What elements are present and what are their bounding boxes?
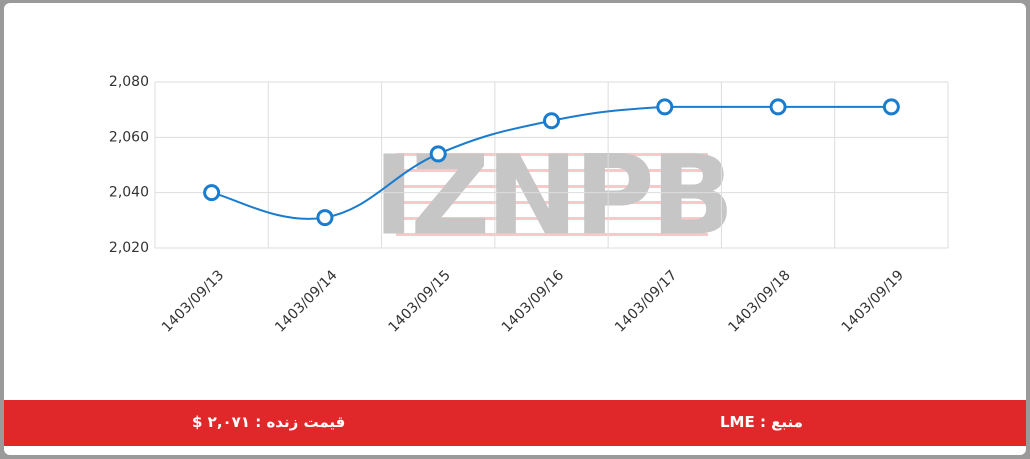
x-tick-label: 1403/09/16: [499, 267, 567, 335]
x-tick-label: 1403/09/14: [272, 267, 340, 335]
x-tick-label: 1403/09/18: [725, 267, 793, 335]
watermark: IZNPB: [373, 131, 734, 259]
watermark-stripe: [396, 169, 708, 172]
watermark-stripe: [396, 217, 708, 220]
watermark-stripe: [396, 233, 708, 236]
watermark-stripe: [396, 153, 708, 156]
point: [543, 112, 560, 130]
watermark-stripe: [396, 201, 708, 204]
footer-bar: قیمت زنده : ۲,۰۷۱ $ منبع : LME: [4, 400, 1026, 446]
x-tick-label: 1403/09/19: [839, 267, 907, 335]
point: [656, 98, 674, 116]
chart: IZNPB 2,020 2,040 2,060 2,080 1403/09/13 1403/…: [109, 74, 949, 336]
source: منبع : LME: [720, 413, 803, 431]
point: [429, 145, 447, 163]
point: [769, 98, 787, 116]
y-tick-label: 2,020: [109, 240, 149, 256]
y-tick-label: 2,080: [109, 74, 149, 90]
watermark-text: IZNPB: [373, 131, 730, 259]
point: [316, 209, 334, 227]
point: [203, 184, 221, 202]
y-tick-label: 2,040: [109, 185, 149, 201]
x-tick-label: 1403/09/13: [159, 267, 227, 335]
y-tick-label: 2,060: [109, 129, 149, 145]
x-tick-label: 1403/09/15: [385, 267, 453, 335]
x-tick-label: 1403/09/17: [612, 267, 680, 335]
point: [882, 98, 900, 116]
card: IZNPB 2,020 2,040 2,060 2,080 1403/09/13 1403/…: [4, 3, 1026, 455]
watermark-stripe: [396, 185, 708, 188]
live-price: قیمت زنده : ۲,۰۷۱ $: [192, 413, 346, 431]
